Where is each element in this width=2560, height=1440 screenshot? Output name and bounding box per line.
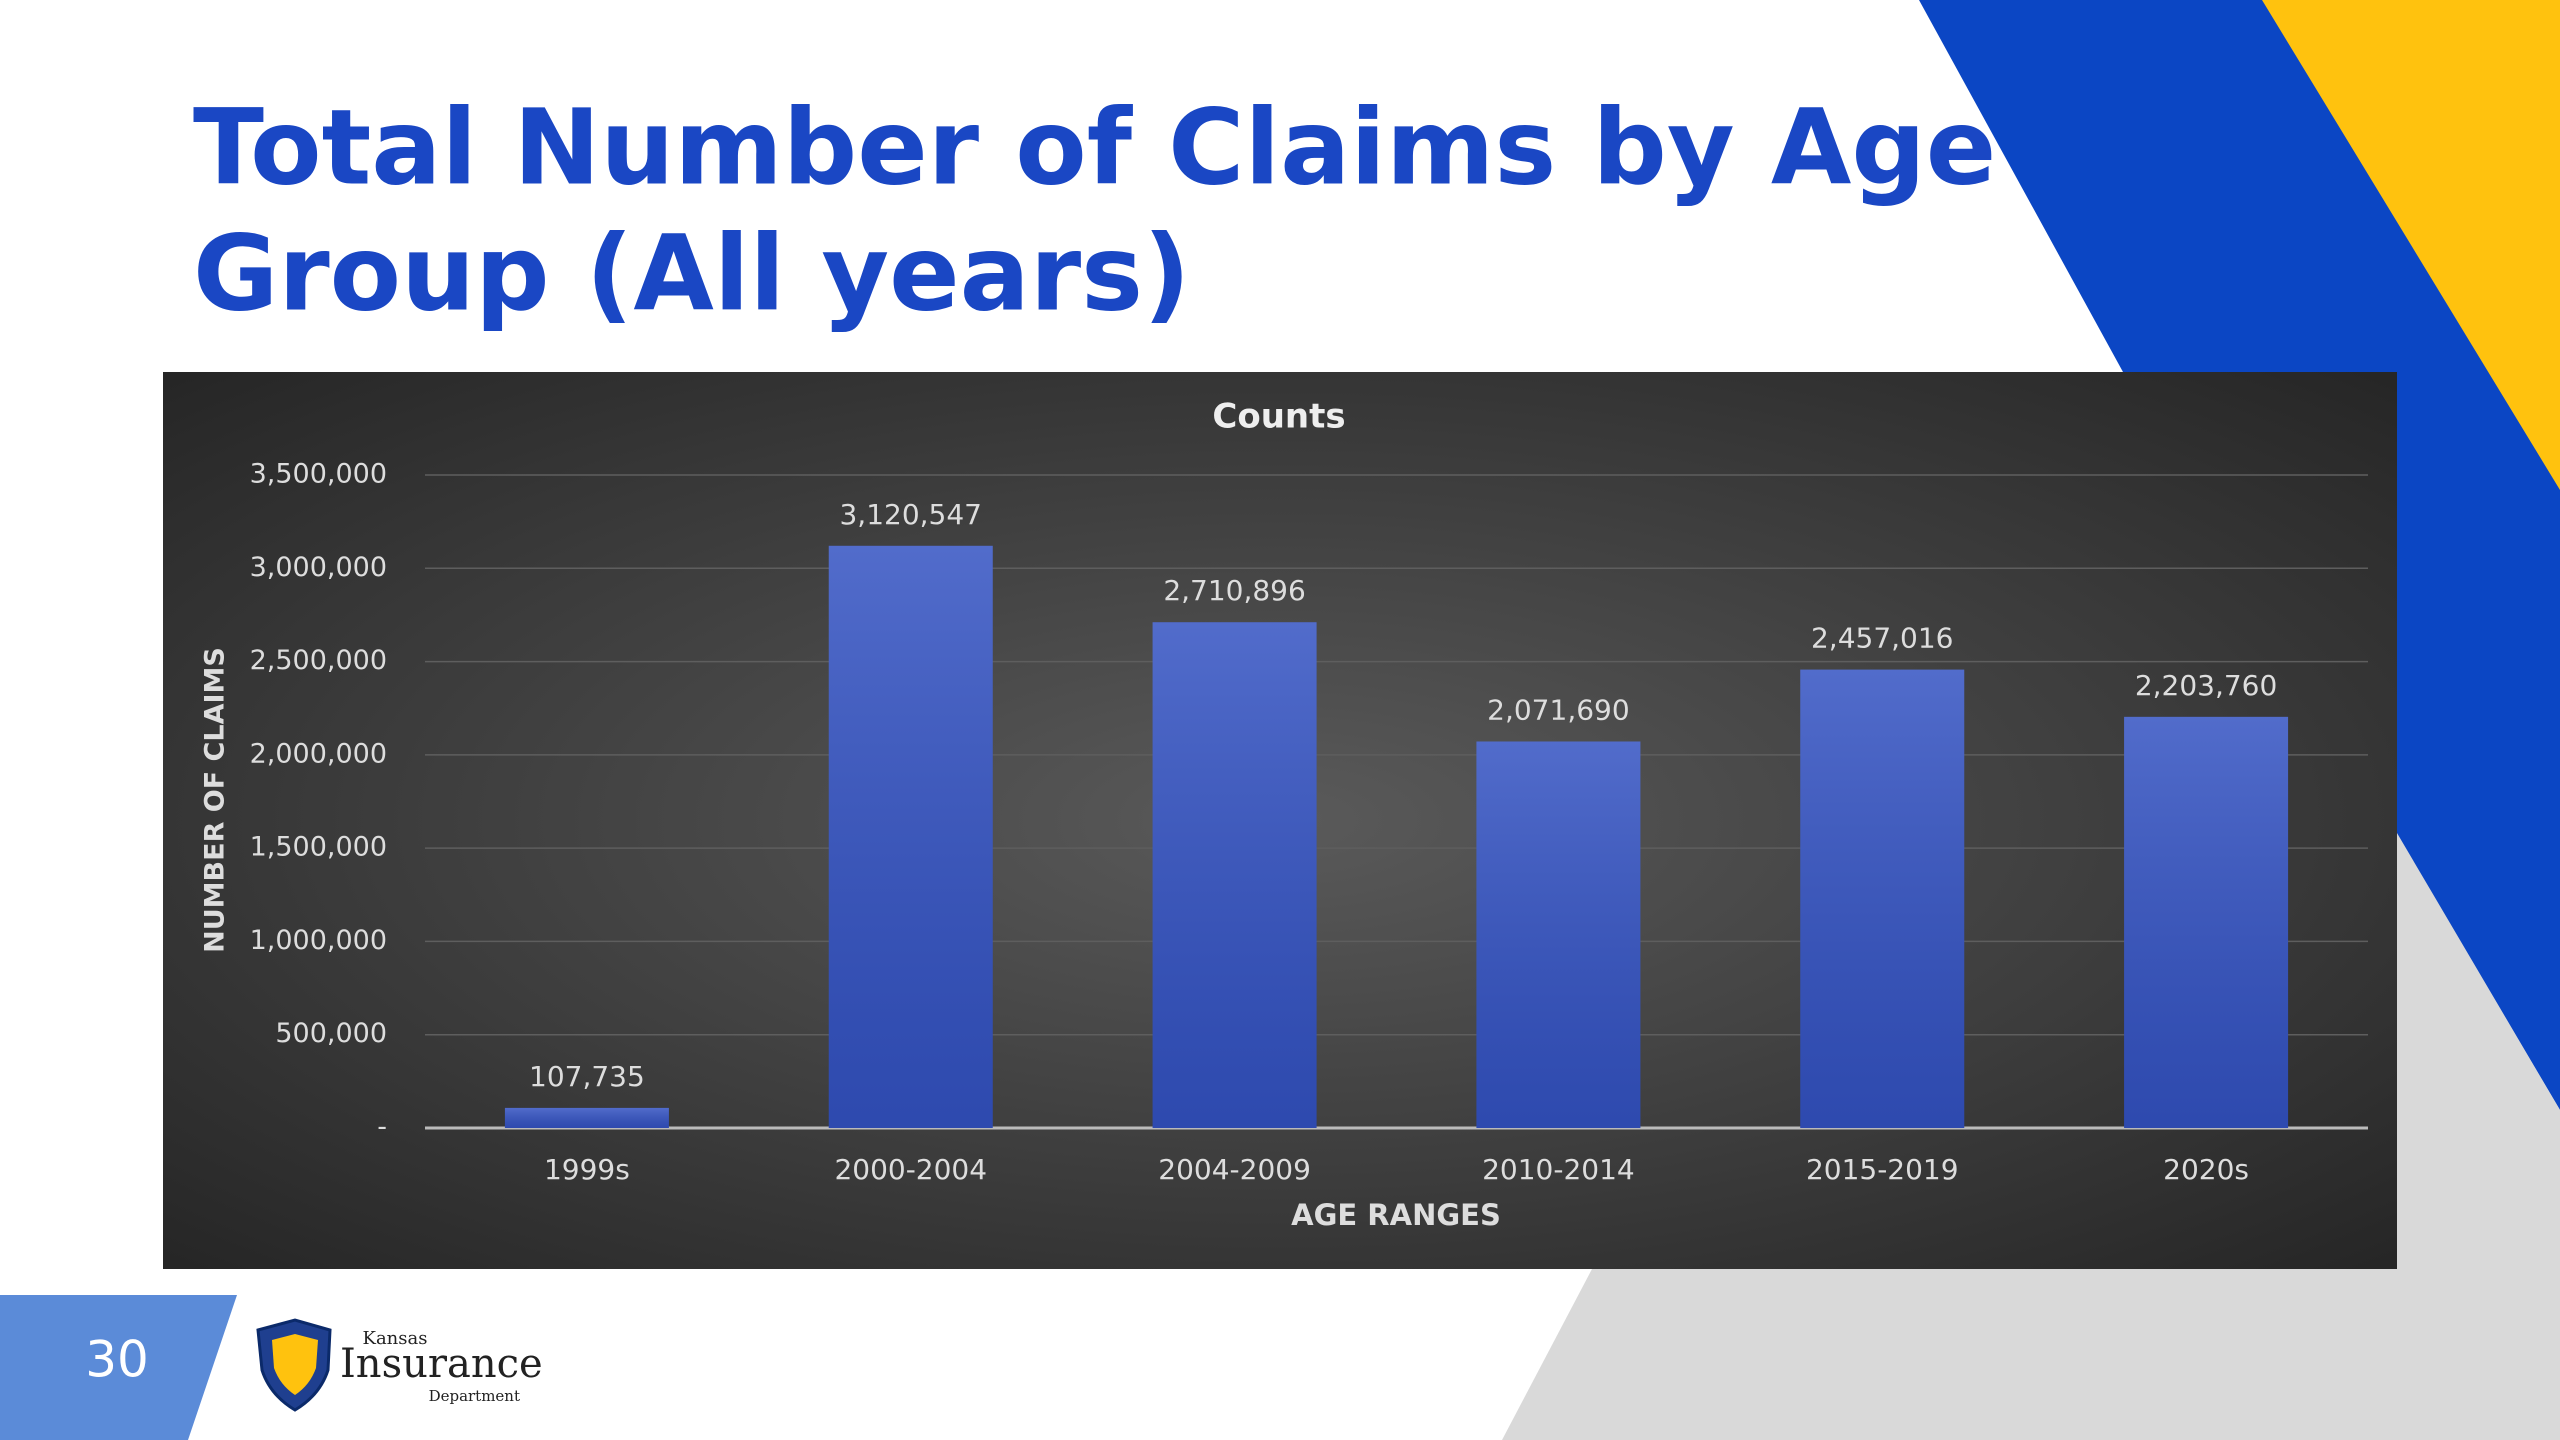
page-tab bbox=[0, 1295, 237, 1440]
deco-grey bbox=[1502, 833, 2560, 1440]
bar-shade bbox=[1476, 741, 1641, 1128]
logo: Kansas Insurance Department bbox=[256, 1318, 543, 1412]
data-label: 107,735 bbox=[529, 1060, 645, 1093]
deco-yellow bbox=[2262, 0, 2560, 490]
data-label: 2,071,690 bbox=[1487, 693, 1630, 726]
bar-shade bbox=[1152, 622, 1317, 1128]
y-axis-label: NUMBER OF CLAIMS bbox=[200, 647, 231, 953]
y-tick-label: 3,500,000 bbox=[250, 459, 387, 490]
bar-shade bbox=[828, 545, 993, 1128]
data-label: 2,710,896 bbox=[1163, 574, 1306, 607]
y-tick-label: 2,500,000 bbox=[250, 645, 387, 676]
x-tick-label: 2004-2009 bbox=[1158, 1153, 1311, 1186]
chart-title: Counts bbox=[1212, 397, 1345, 437]
x-axis-label: AGE RANGES bbox=[1291, 1198, 1501, 1232]
x-tick-label: 2015-2019 bbox=[1806, 1153, 1959, 1186]
x-tick-label: 2000-2004 bbox=[834, 1153, 987, 1186]
data-label: 2,457,016 bbox=[1811, 622, 1954, 655]
page-number: 30 bbox=[85, 1331, 149, 1389]
y-tick-label: 2,000,000 bbox=[250, 738, 387, 769]
x-tick-label: 1999s bbox=[544, 1153, 630, 1186]
bar-shade bbox=[504, 1107, 669, 1128]
data-label: 2,203,760 bbox=[2135, 669, 2278, 702]
logo-shield-inner bbox=[272, 1334, 318, 1395]
data-label: 3,120,547 bbox=[839, 498, 982, 531]
slide-title: Group (All years) bbox=[193, 212, 1191, 334]
y-tick-label: 1,000,000 bbox=[250, 925, 387, 956]
bar-shade bbox=[1800, 669, 1965, 1128]
y-tick-label: 1,500,000 bbox=[250, 832, 387, 863]
slide-title: Total Number of Claims by Age bbox=[193, 86, 1996, 208]
y-tick-label: - bbox=[377, 1112, 387, 1143]
y-tick-label: 500,000 bbox=[275, 1018, 387, 1049]
y-tick-label: 3,000,000 bbox=[250, 552, 387, 583]
logo-text: Kansas bbox=[363, 1328, 428, 1349]
x-tick-label: 2020s bbox=[2163, 1153, 2249, 1186]
logo-text: Insurance bbox=[340, 1341, 543, 1387]
x-tick-label: 2010-2014 bbox=[1482, 1153, 1635, 1186]
bar-shade bbox=[2124, 716, 2289, 1128]
logo-text: Department bbox=[429, 1387, 520, 1405]
